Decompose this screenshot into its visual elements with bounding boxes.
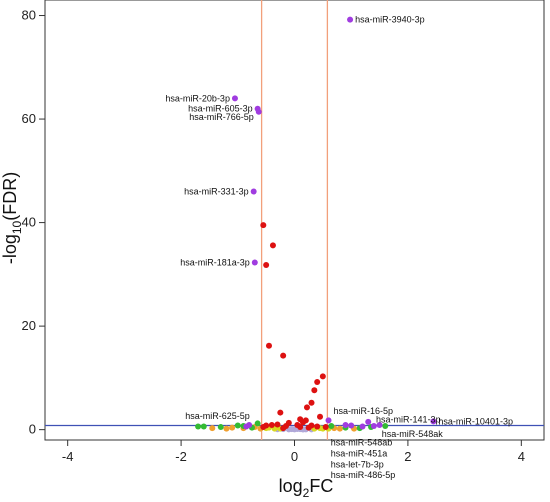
annotation-label: hsa-miR-766-5p — [189, 112, 254, 122]
annotation-label: hsa-miR-605-3p — [188, 104, 253, 114]
threshold-lines — [45, 0, 544, 440]
data-point-purple — [325, 417, 332, 424]
x-tick-label: -2 — [175, 449, 187, 464]
data-point-purple — [342, 421, 349, 428]
data-point-red — [263, 262, 270, 269]
data-point-red — [314, 423, 321, 430]
y-axis: 0 20 40 60 80 — [22, 8, 45, 437]
data-point-red — [269, 242, 276, 249]
data-point-purple — [365, 418, 372, 425]
data-point-purple — [347, 16, 354, 23]
data-point-red — [260, 424, 267, 431]
x-axis: -4 -2 0 2 4 — [62, 440, 525, 464]
data-point-lavender — [288, 426, 295, 433]
data-point-green — [217, 424, 224, 431]
data-point-purple — [359, 423, 366, 430]
y-axis-title-tail: (FDR) — [0, 172, 20, 221]
data-point-red — [317, 413, 324, 420]
annotation-label: hsa-miR-451a — [331, 448, 388, 458]
x-tick-label: 4 — [518, 449, 525, 464]
data-point-green — [195, 423, 202, 430]
data-point-red — [314, 379, 321, 386]
data-point-purple — [243, 423, 250, 430]
annotation-label: hsa-miR-548ab — [331, 438, 393, 448]
data-point-green — [328, 423, 335, 430]
data-point-red — [265, 342, 272, 349]
annotation-label: hsa-miR-625-5p — [185, 411, 250, 421]
data-point-red — [322, 424, 329, 431]
data-point-purple — [430, 418, 437, 425]
data-point-purple — [250, 188, 257, 195]
y-tick-label: 0 — [29, 422, 36, 437]
annotation-label: hsa-miR-486-5p — [331, 470, 396, 480]
data-point-red — [308, 399, 315, 406]
x-tick-label: 2 — [404, 449, 411, 464]
data-point-red — [280, 352, 287, 359]
data-point-purple — [231, 95, 238, 102]
annotation-label: hsa-miR-16-5p — [334, 406, 394, 416]
data-point-orange — [209, 425, 216, 432]
y-axis-title: -log10(FDR) — [0, 172, 24, 264]
data-point-red — [319, 373, 326, 380]
x-tick-label: -4 — [62, 449, 74, 464]
data-point-red — [297, 424, 304, 431]
data-point-red — [311, 387, 318, 394]
data-point-green — [254, 420, 261, 427]
x-axis-title-main: log — [279, 476, 303, 496]
y-axis-title-subscript: 10 — [10, 220, 24, 234]
data-point-red — [268, 421, 275, 428]
annotation-label: hsa-miR-331-3p — [184, 187, 249, 197]
annotation-label: hsa-miR-3940-3p — [355, 15, 425, 25]
annotation-label: hsa-miR-20b-3p — [165, 93, 230, 103]
data-point-purple — [376, 421, 383, 428]
y-tick-label: 40 — [22, 215, 36, 230]
data-point-red — [280, 425, 287, 432]
data-point-red — [300, 419, 307, 426]
annotation-label: hsa-miR-181a-3p — [180, 257, 250, 267]
data-point-purple — [348, 422, 355, 429]
data-point-purple — [251, 259, 258, 266]
y-tick-label: 20 — [22, 318, 36, 333]
data-point-purple — [370, 423, 377, 430]
annotation-label: hsa-let-7b-3p — [331, 459, 384, 469]
data-point-green — [234, 422, 241, 429]
data-point-red — [303, 404, 310, 411]
data-point-red — [274, 421, 281, 428]
point-annotations: hsa-miR-3940-3p hsa-miR-20b-3phsa-miR-605… — [165, 15, 513, 481]
data-point-green — [200, 423, 207, 430]
data-point-orange — [223, 425, 230, 432]
y-tick-label: 80 — [22, 8, 36, 23]
data-points — [195, 16, 437, 433]
data-point-orange — [229, 424, 236, 431]
annotation-label: hsa-miR-141-3p — [376, 414, 441, 424]
data-point-orange — [336, 425, 343, 432]
x-tick-label: 0 — [291, 449, 298, 464]
x-axis-title: log2FC — [279, 476, 334, 500]
annotation-label: hsa-miR-10401-3p — [438, 416, 513, 426]
x-axis-title-subscript: 2 — [303, 486, 310, 500]
y-tick-label: 60 — [22, 111, 36, 126]
y-axis-title-head: -log — [0, 234, 20, 264]
data-point-red — [277, 409, 284, 416]
annotation-label: hsa-miR-548ak — [382, 429, 444, 439]
data-point-red — [260, 222, 267, 229]
data-point-green — [382, 423, 389, 430]
data-point-purple — [255, 108, 262, 115]
plot-frame — [44, 0, 545, 441]
data-point-red — [305, 424, 312, 431]
x-axis-title-tail: FC — [309, 476, 333, 496]
